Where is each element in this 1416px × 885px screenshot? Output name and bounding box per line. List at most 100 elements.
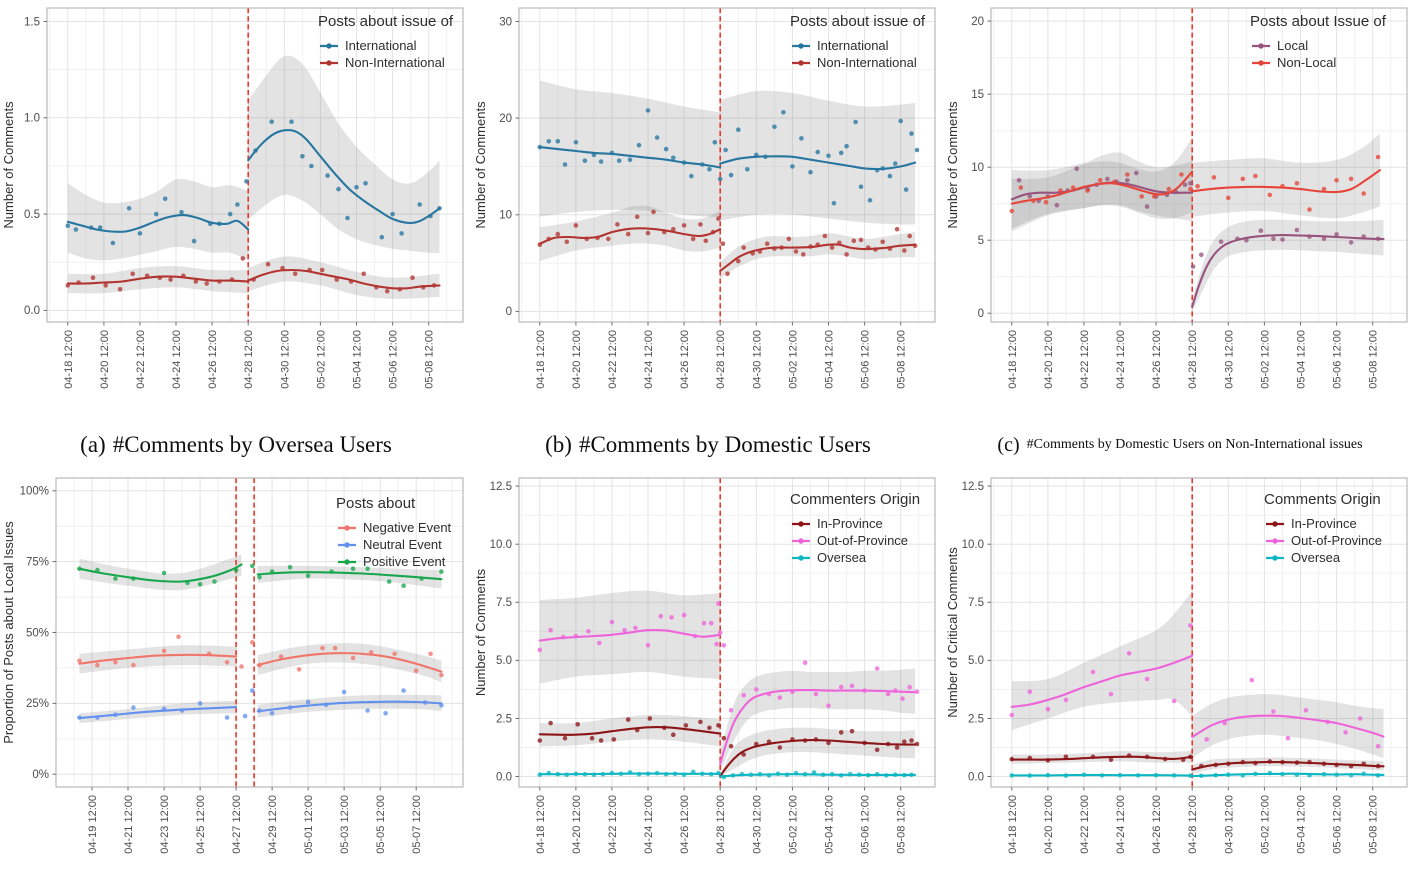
c-line-non-local [1010, 169, 1381, 205]
b-axes: 0 10 20 30 04-18 12:00 04-20 12:00 04-22 12:00… [499, 16, 907, 388]
b-panel-border [518, 7, 936, 323]
legend-key-icon [798, 538, 804, 544]
legend-entry-label: International [817, 38, 889, 53]
b-xtick-label: 05-08 12:00 [896, 330, 908, 389]
caption-c-text: #Comments by Domestic Users on Non-Inter… [1026, 437, 1363, 452]
e-ytick-label: 7.5 [496, 597, 512, 609]
d-xtick-label: 04-19 12:00 [87, 795, 99, 854]
d-legend-title: Posts about [336, 495, 416, 512]
b-legend: Posts about issue of International Non-Int… [790, 13, 926, 70]
c-legend-title: Posts about Issue of [1250, 13, 1387, 30]
e-y-axis-title: Number of Comments [473, 568, 488, 696]
f-legend-title: Comments Origin [1264, 491, 1381, 508]
d-ytick-label: 0% [32, 769, 49, 781]
c-ytick-label: 5 [978, 235, 984, 247]
legend-entry-label: Non-International [817, 55, 917, 70]
f-ytick-label: 5.0 [968, 655, 984, 667]
c-xtick-label: 05-02 12:00 [1259, 330, 1271, 389]
c-ytick-label: 20 [971, 16, 984, 28]
legend-entry-label: Positive Event [363, 554, 446, 569]
b-band-international [539, 80, 916, 225]
d-xtick-label: 04-21 12:00 [123, 795, 135, 854]
d-xtick-label: 04-27 12:00 [231, 795, 243, 854]
f-ytick-label: 12.5 [962, 481, 984, 493]
c-points-non-local [1009, 154, 1381, 214]
a-points-international [65, 119, 442, 246]
legend-entry-label: In-Province [1291, 516, 1357, 531]
d-points-neutral-event [77, 688, 444, 720]
b-gridlines [519, 8, 935, 322]
c-points-local [1016, 166, 1381, 269]
chart-c-figure: 0 5 10 15 20 04-18 12:00 04-20 12:00 04-22 12:0… [944, 0, 1416, 470]
b-ytick-label: 0 [506, 306, 512, 318]
legend-entry-label: Oversea [1291, 550, 1341, 565]
b-ytick-label: 20 [499, 113, 512, 125]
c-y-axis-title: Number of Comments [945, 101, 960, 229]
chart-b-caption: (b) #Comments by Domestic Users [472, 420, 944, 470]
chart-b-canvas: 0 10 20 30 04-18 12:00 04-20 12:00 04-22 12:00… [473, 7, 936, 389]
a-y-axis-title: Number of Comments [1, 101, 16, 229]
e-ytick-label: 0.0 [496, 771, 512, 783]
legend-entry-label: In-Province [817, 516, 883, 531]
f-axes: 0.0 2.5 5.0 7.5 10.0 12.5 04-18 12:00 04-20 12:… [962, 481, 1380, 854]
e-xtick-label: 04-26 12:00 [679, 795, 691, 854]
f-points-out-of-province [1009, 623, 1381, 749]
f-xtick-label: 05-04 12:00 [1296, 795, 1308, 854]
a-xtick-label: 04-26 12:00 [207, 330, 219, 389]
f-xtick-label: 05-06 12:00 [1332, 795, 1344, 854]
legend-entry-label: Neutral Event [363, 537, 442, 552]
f-xtick-label: 04-22 12:00 [1079, 795, 1091, 854]
f-ytick-label: 10.0 [962, 539, 984, 551]
c-xtick-label: 04-30 12:00 [1223, 330, 1235, 389]
chart-f-canvas: 0.0 2.5 5.0 7.5 10.0 12.5 04-18 12:00 04-20 12:… [945, 477, 1408, 854]
c-legend-entry-local: Local [1252, 38, 1308, 53]
f-points-in-province [1009, 753, 1381, 769]
chart-a-canvas: 0.0 0.5 1.0 1.5 04-18 12:00 04-20 12:00 04-22 … [1, 7, 464, 389]
b-xtick-label: 04-20 12:00 [571, 330, 583, 389]
a-xtick-label: 04-22 12:00 [135, 330, 147, 389]
f-xtick-label: 04-28 12:00 [1187, 795, 1199, 854]
b-legend-title: Posts about issue of [790, 13, 926, 30]
a-xtick-label: 05-06 12:00 [388, 330, 400, 389]
d-points-positive-event [77, 563, 444, 588]
d-xtick-label: 05-07 12:00 [411, 795, 423, 854]
e-ytick-label: 10.0 [490, 539, 512, 551]
f-ytick-label: 2.5 [968, 713, 984, 725]
e-xtick-label: 04-20 12:00 [571, 795, 583, 854]
a-ytick-label: 1.5 [24, 16, 40, 28]
chart-b-figure: 0 10 20 30 04-18 12:00 04-20 12:00 04-22 12:00… [472, 0, 944, 470]
legend-key-icon [1272, 555, 1278, 561]
f-y-axis-title: Number of Critical Comments [945, 547, 960, 718]
d-ytick-label: 100% [20, 486, 49, 498]
b-points-non-international [537, 209, 918, 277]
c-xtick-label: 05-04 12:00 [1296, 330, 1308, 389]
c-xtick-label: 04-20 12:00 [1043, 330, 1055, 389]
f-ytick-label: 0.0 [968, 771, 984, 783]
a-xtick-label: 04-30 12:00 [279, 330, 291, 389]
e-ytick-label: 2.5 [496, 713, 512, 725]
a-xtick-label: 04-28 12:00 [243, 330, 255, 389]
d-legend-entry-positive-event: Positive Event [338, 554, 446, 569]
a-points-non-international [65, 256, 437, 294]
e-ytick-label: 12.5 [490, 481, 512, 493]
e-legend-title: Commenters Origin [790, 491, 920, 508]
f-band-out-of-province [1011, 590, 1384, 758]
legend-key-icon [326, 43, 332, 49]
chart-e-canvas: 0.0 2.5 5.0 7.5 10.0 12.5 04-18 12:00 04-20 12:… [473, 477, 936, 854]
caption-b-index: (b) [545, 432, 572, 457]
b-panel [519, 8, 935, 322]
a-legend-entry-non-international: Non-International [320, 55, 445, 70]
chart-d-canvas: 0% 25% 50% 75% 100% 04-19 12:00 04-21 12:00 04-… [1, 477, 464, 854]
f-xtick-label: 04-24 12:00 [1115, 795, 1127, 854]
d-xtick-label: 04-23 12:00 [159, 795, 171, 854]
f-xtick-label: 04-18 12:00 [1007, 795, 1019, 854]
c-xtick-label: 04-22 12:00 [1079, 330, 1091, 389]
e-legend-entry-oversea: Oversea [792, 550, 867, 565]
d-xtick-label: 04-29 12:00 [267, 795, 279, 854]
f-xtick-label: 05-08 12:00 [1368, 795, 1380, 854]
legend-key-icon [798, 43, 804, 49]
a-gridlines [47, 8, 463, 322]
b-ytick-label: 10 [499, 210, 512, 222]
e-panel-border [518, 477, 936, 788]
